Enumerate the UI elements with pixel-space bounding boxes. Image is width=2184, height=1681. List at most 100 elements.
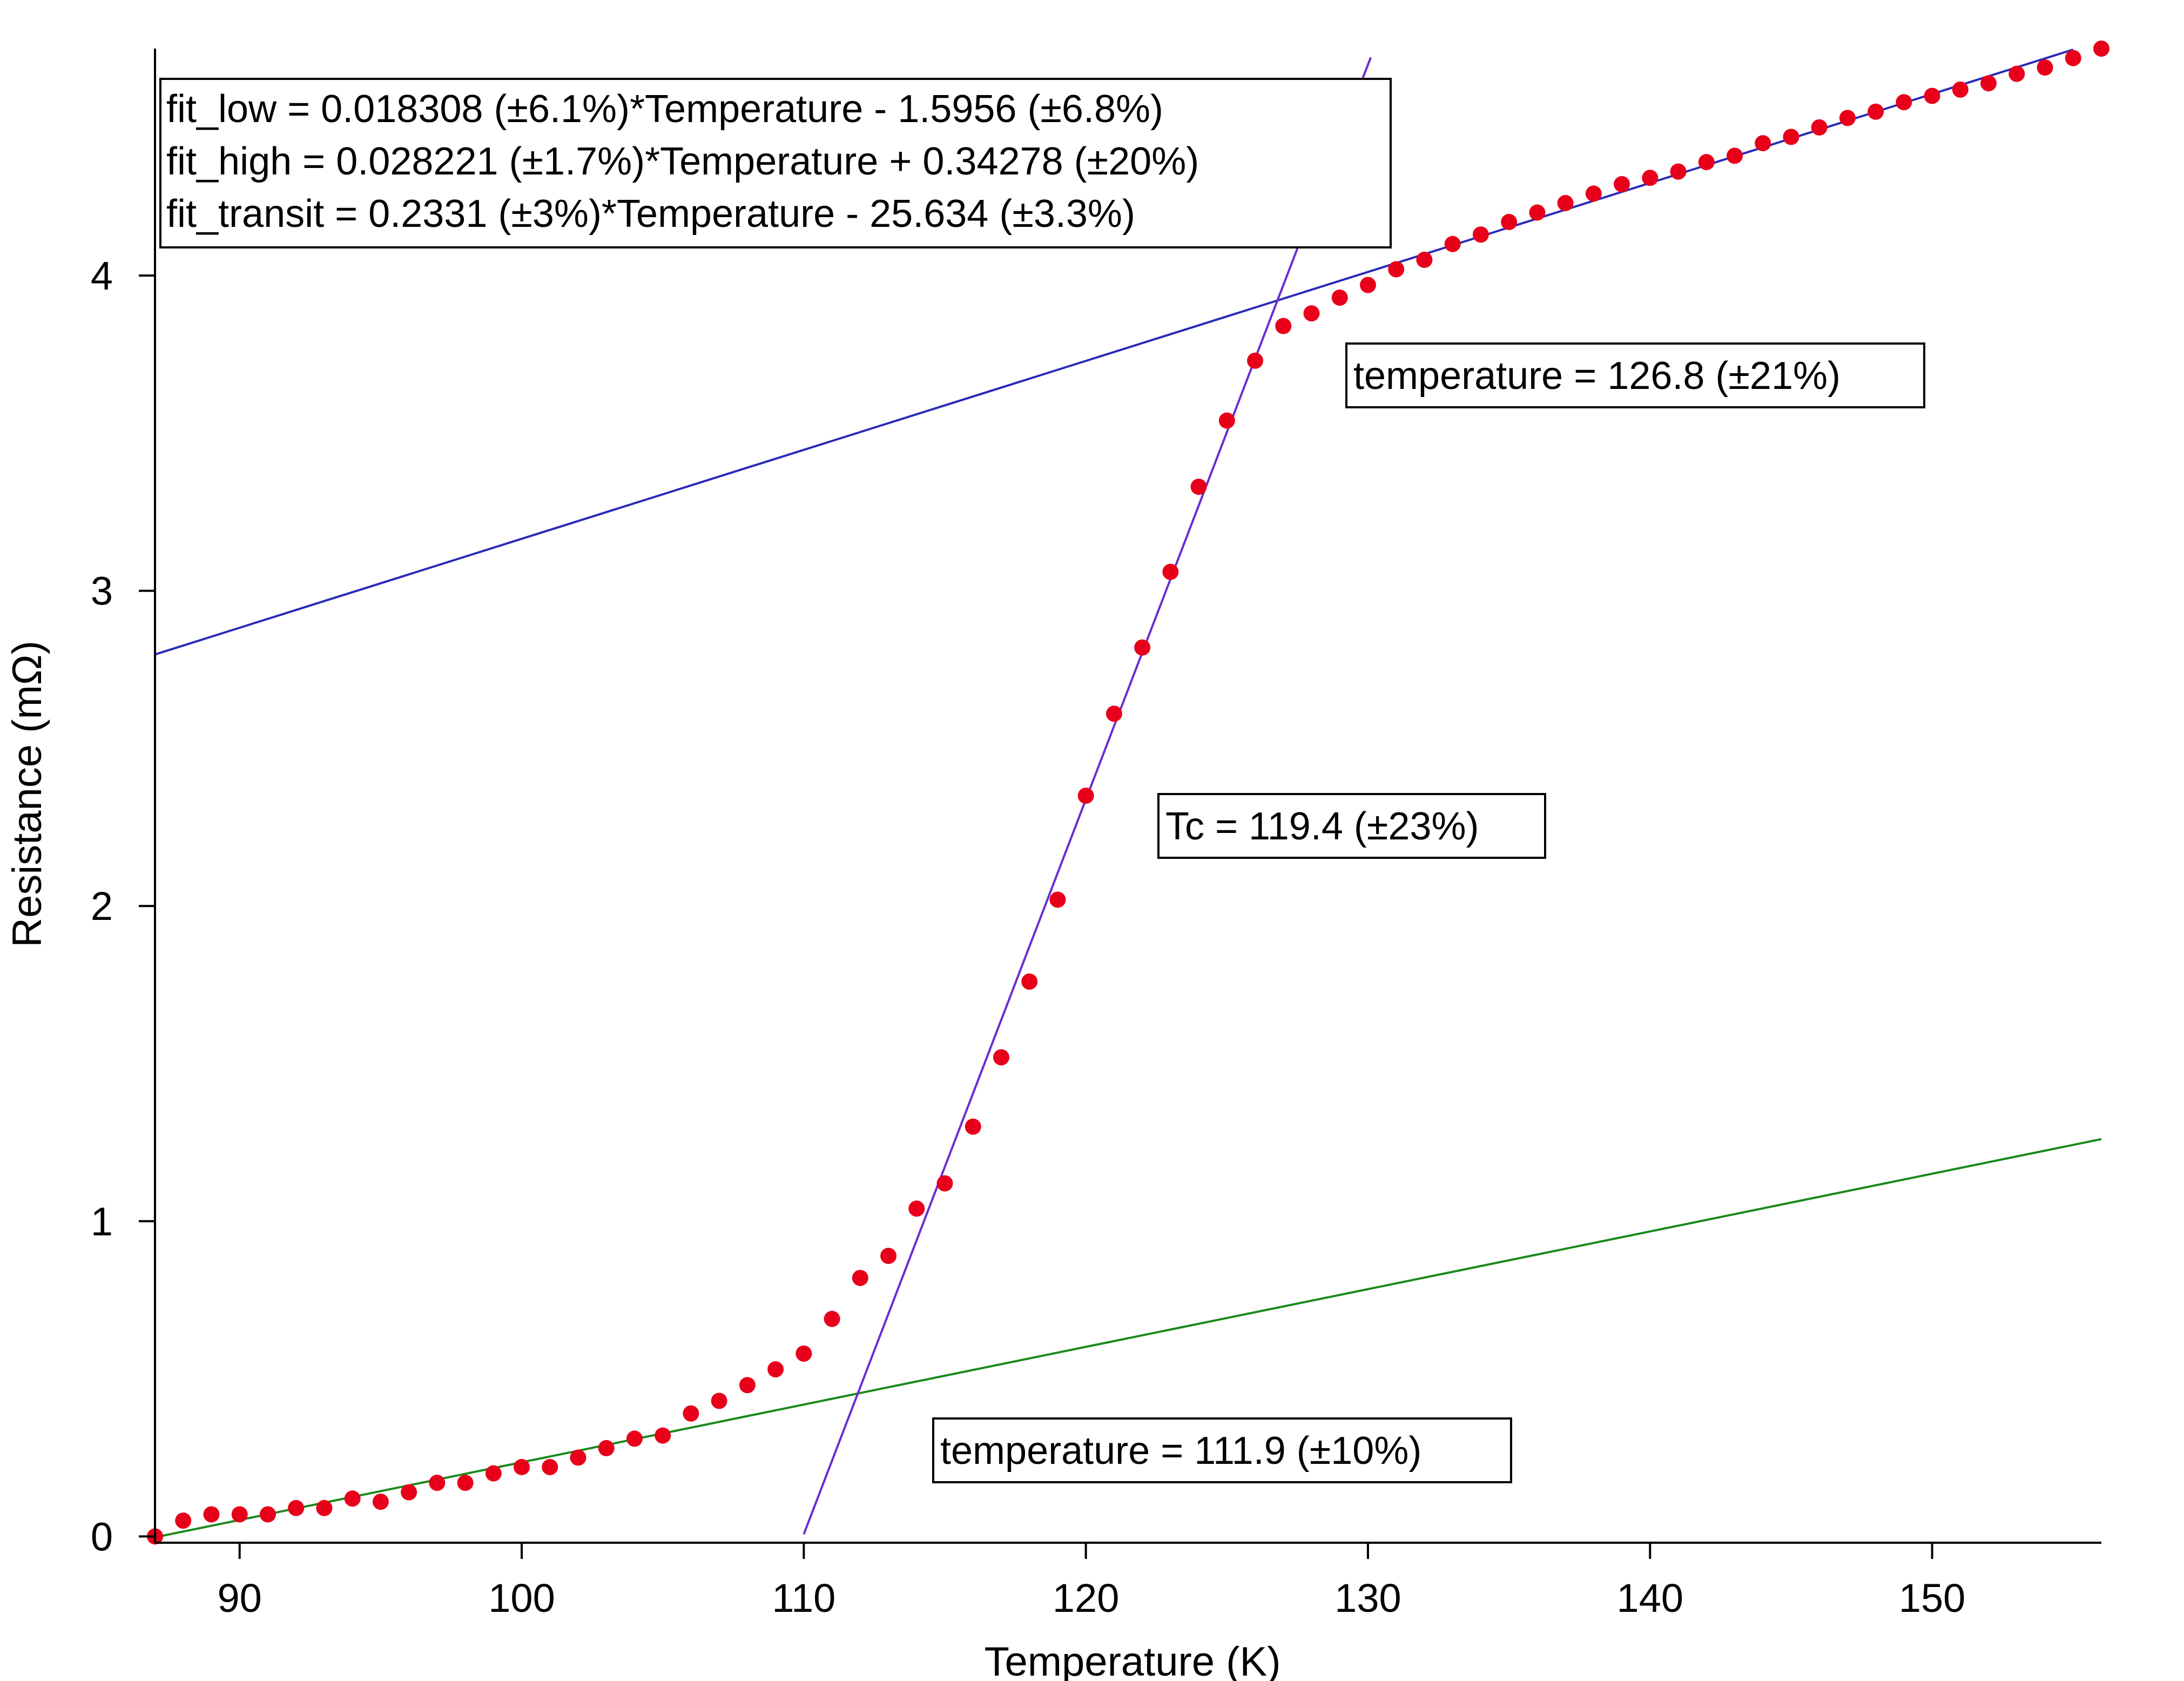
data-point [626,1430,643,1447]
x-tick-label: 90 [218,1576,262,1621]
low-temperature-annotation: temperature = 111.9 (±10%) [932,1417,1512,1483]
data-point [1698,154,1715,171]
data-point [1783,129,1799,145]
data-point [767,1361,784,1378]
data-point [711,1393,727,1409]
x-tick-label: 100 [488,1576,555,1621]
data-point [880,1247,897,1264]
y-tick-label: 4 [91,253,113,298]
data-point [1557,194,1574,211]
fit-equations-box [159,78,1392,248]
data-point [796,1345,812,1362]
low-temperature-label: temperature = 111.9 (±10%) [940,1429,1421,1472]
data-point [1416,251,1433,268]
data-point [2037,59,2053,76]
data-points [147,41,2109,1545]
data-point [1162,563,1179,580]
data-point [1247,352,1264,369]
y-axis-ticks: 0 1 2 3 4 [91,253,155,1559]
data-point [908,1200,925,1217]
low-temperature-box [932,1417,1512,1483]
data-point [316,1500,333,1516]
high-temperature-box [1345,342,1925,408]
data-point [852,1269,868,1286]
x-axis-ticks: 90 100 110 120 130 140 150 [218,1543,1965,1621]
fit-high-equation: fit_high = 0.028221 (±1.7%)*Temperature … [166,140,1199,183]
fit-low-line [154,1138,2102,1538]
data-point [1077,788,1094,804]
data-point [1331,290,1348,306]
data-point [1501,213,1518,230]
data-point [372,1494,389,1510]
data-point [1839,110,1856,126]
data-point [1896,94,1912,111]
data-point [1190,479,1207,495]
data-point [655,1427,671,1444]
data-point [570,1449,587,1466]
data-point [485,1465,502,1482]
data-point [288,1500,305,1516]
x-tick-label: 150 [1899,1576,1965,1621]
data-point [1614,176,1630,192]
data-point [598,1440,615,1456]
data-point [203,1506,220,1523]
data-point [344,1490,361,1507]
y-tick-label: 3 [91,569,113,614]
data-point [1472,226,1489,243]
data-point [231,1506,248,1523]
y-tick-label: 2 [91,884,113,929]
data-point [1218,412,1235,429]
fit-transit-equation: fit_transit = 0.2331 (±3%)*Temperature -… [166,192,1135,236]
data-point [1811,119,1828,136]
data-point [2065,50,2081,66]
data-point [429,1475,446,1491]
data-point [1585,185,1602,202]
data-point [1924,88,1940,104]
data-point [824,1310,840,1327]
data-point [1642,170,1659,186]
data-point [965,1118,981,1135]
data-point [457,1475,474,1491]
data-point [1106,705,1122,722]
data-point [1952,81,1969,98]
data-point [1359,277,1376,293]
data-point [683,1405,699,1422]
data-point [1049,891,1066,908]
data-point [2093,41,2109,57]
data-point [2008,65,2025,82]
high-temperature-annotation: temperature = 126.8 (±21%) [1345,342,1925,408]
y-axis-title: Resistance (mΩ) [4,641,50,947]
fit-low-equation: fit_low = 0.018308 (±6.1%)*Temperature -… [166,88,1163,131]
data-point [175,1512,192,1529]
tc-box [1157,793,1546,859]
data-point [739,1377,756,1394]
data-point [1868,103,1884,120]
data-point [1670,163,1687,180]
data-point [542,1458,558,1475]
data-point [1134,639,1151,656]
tc-label: Tc = 119.4 (±23%) [1165,805,1479,848]
x-tick-label: 120 [1053,1576,1119,1621]
data-point [1388,261,1405,278]
data-point [1755,135,1771,152]
data-point [1726,147,1743,164]
data-point [1529,204,1546,221]
data-point [1303,305,1320,322]
x-tick-label: 140 [1617,1576,1683,1621]
fit-lines [154,48,2102,1538]
data-point [1275,318,1292,334]
data-point [993,1049,1009,1066]
high-temperature-label: temperature = 126.8 (±21%) [1353,354,1841,398]
tc-annotation: Tc = 119.4 (±23%) [1157,793,1546,859]
y-tick-label: 1 [91,1199,113,1244]
fit-equations-annotation: fit_low = 0.018308 (±6.1%)*Temperature -… [159,78,1392,248]
data-point [259,1506,276,1523]
x-tick-label: 130 [1334,1576,1401,1621]
x-axis-title: Temperature (K) [984,1639,1280,1681]
data-point [936,1175,953,1192]
fit-high-line [154,48,2074,656]
data-point [1444,236,1461,252]
x-tick-label: 110 [772,1576,835,1621]
data-point [1021,973,1038,990]
